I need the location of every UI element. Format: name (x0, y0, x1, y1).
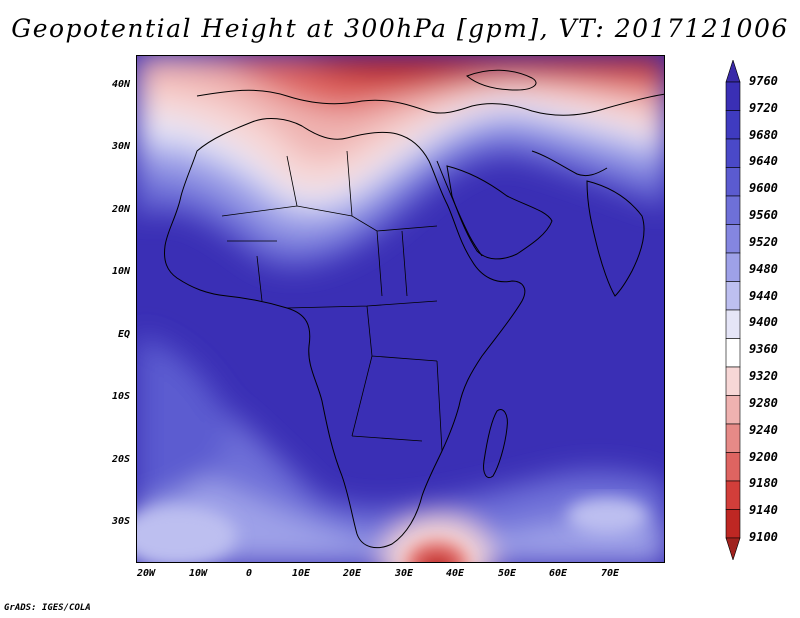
colorbar-label: 9360 (749, 342, 778, 357)
colorbar-label: 9140 (749, 503, 778, 518)
lat-label: 40N (111, 79, 130, 90)
colorbar-segment (725, 224, 741, 254)
lat-label: 20S (111, 454, 130, 465)
colorbar-label: 9640 (749, 154, 778, 169)
india-coastline (586, 180, 645, 297)
persian-coastline (531, 150, 608, 177)
colorbar-label: 9760 (749, 74, 778, 88)
colorbar-top-arrow (725, 60, 741, 83)
red-sea-coastline (436, 160, 483, 257)
field-trough-inner (423, 556, 451, 562)
lon-label: 70E (600, 568, 620, 579)
colorbar-segment (725, 281, 741, 311)
map-panel (136, 55, 665, 563)
colorbar-bottom-arrow (725, 537, 741, 560)
colorbar-label: 9240 (749, 422, 778, 437)
colorbar-segment (725, 110, 741, 140)
colorbar-segment (725, 366, 741, 396)
black-sea-coastline (466, 69, 537, 91)
colorbar-label: 9400 (749, 315, 778, 330)
lon-label: 0 (245, 568, 253, 579)
lat-label: 20N (111, 204, 130, 215)
country-borders (221, 150, 443, 452)
field-north-7 (287, 56, 664, 84)
colorbar-label: 9600 (749, 181, 778, 196)
madagascar-coastline (483, 409, 508, 479)
colorbar-segment (725, 195, 741, 225)
colorbar-label: 9480 (749, 261, 778, 276)
colorbar-label: 9720 (749, 100, 778, 115)
lon-label: 60E (548, 568, 568, 579)
colorbar-segment (725, 395, 741, 425)
colorbar-segment (725, 509, 741, 539)
colorbar-segment (725, 338, 741, 368)
colorbar-segment (725, 138, 741, 168)
lat-label: 30S (111, 516, 130, 527)
lat-label: 30N (111, 141, 130, 152)
field-south-lower (137, 456, 664, 562)
lon-label: 50E (497, 568, 517, 579)
colorbar-segment (725, 309, 741, 339)
colorbar-segment (725, 423, 741, 453)
colorbar-label: 9560 (749, 208, 778, 223)
colorbar-segment (725, 480, 741, 510)
field-trough-core (407, 542, 467, 562)
field-trough-south (382, 516, 492, 562)
colorbar-label: 9680 (749, 127, 778, 142)
lon-label: 10W (188, 568, 208, 579)
credit-text: GrADS: IGES/COLA (4, 603, 91, 613)
lon-label: 10E (291, 568, 311, 579)
colorbar-label: 9280 (749, 395, 778, 410)
colorbar-label: 9100 (749, 530, 778, 544)
lon-label: 20W (136, 568, 156, 579)
colorbar (725, 60, 741, 560)
lat-label: 10S (111, 391, 130, 402)
colorbar-segment (725, 81, 741, 111)
colorbar-label: 9440 (749, 288, 778, 303)
colorbar-segment (725, 167, 741, 197)
field-southwest (137, 336, 229, 506)
colorbar-segment (725, 452, 741, 482)
lon-label: 30E (394, 568, 414, 579)
field-sw-patch (137, 506, 237, 562)
field-se-patch (567, 498, 647, 534)
chart-title: Geopotential Height at 300hPa [gpm], VT:… (11, 14, 789, 43)
colorbar-label: 9180 (749, 476, 778, 491)
lat-label: 10N (111, 266, 130, 277)
colorbar-label: 9320 (749, 369, 778, 384)
lon-label: 40E (445, 568, 465, 579)
arabia-coastline (446, 165, 553, 260)
colorbar-segment (725, 252, 741, 282)
colorbar-label: 9200 (749, 449, 778, 464)
colorbar-label: 9520 (749, 234, 778, 249)
europe-coastline (196, 89, 664, 116)
lat-label: EQ (117, 329, 130, 340)
coastlines (164, 69, 664, 549)
geopotential-height-field (137, 56, 664, 562)
lon-label: 20E (342, 568, 362, 579)
